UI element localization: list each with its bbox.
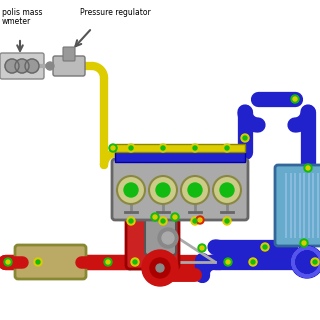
Circle shape (36, 260, 40, 264)
Circle shape (133, 260, 137, 264)
Circle shape (161, 146, 165, 150)
Circle shape (153, 215, 157, 219)
FancyBboxPatch shape (0, 53, 44, 79)
FancyBboxPatch shape (15, 245, 86, 279)
Circle shape (226, 260, 230, 264)
Circle shape (213, 176, 241, 204)
Circle shape (111, 146, 115, 150)
Circle shape (261, 243, 269, 251)
Circle shape (313, 260, 317, 264)
Circle shape (304, 164, 312, 172)
Circle shape (223, 217, 231, 225)
Circle shape (159, 144, 167, 152)
Circle shape (191, 144, 199, 152)
Circle shape (124, 183, 138, 197)
Circle shape (117, 176, 145, 204)
Circle shape (142, 250, 178, 286)
Circle shape (196, 216, 204, 224)
Text: wmeter: wmeter (2, 17, 31, 26)
Circle shape (181, 176, 209, 204)
Circle shape (241, 134, 249, 142)
Text: Pressure regulator: Pressure regulator (80, 8, 151, 17)
Circle shape (6, 260, 10, 264)
Circle shape (109, 144, 117, 152)
Circle shape (224, 258, 232, 266)
Circle shape (193, 146, 197, 150)
Circle shape (34, 258, 42, 266)
Circle shape (200, 246, 204, 250)
Circle shape (193, 219, 197, 223)
Circle shape (161, 219, 165, 223)
Circle shape (25, 59, 39, 73)
Circle shape (243, 136, 247, 140)
Circle shape (149, 176, 177, 204)
Circle shape (188, 183, 202, 197)
Circle shape (4, 258, 12, 266)
Circle shape (225, 146, 229, 150)
Bar (115, 152, 245, 162)
Bar (115, 144, 245, 152)
Circle shape (127, 144, 135, 152)
FancyBboxPatch shape (53, 56, 85, 76)
Bar (115, 212, 245, 217)
FancyBboxPatch shape (145, 214, 176, 255)
Circle shape (171, 213, 179, 221)
FancyBboxPatch shape (275, 165, 320, 246)
Circle shape (158, 228, 178, 248)
Circle shape (156, 183, 170, 197)
FancyBboxPatch shape (126, 211, 179, 269)
Circle shape (129, 146, 133, 150)
Circle shape (46, 62, 54, 70)
Circle shape (15, 59, 29, 73)
Circle shape (106, 260, 110, 264)
Circle shape (311, 258, 319, 266)
Text: polis mass: polis mass (2, 8, 43, 17)
Circle shape (162, 232, 174, 244)
Circle shape (306, 166, 310, 170)
Circle shape (249, 258, 257, 266)
Circle shape (156, 264, 164, 272)
Circle shape (263, 245, 267, 249)
Circle shape (104, 258, 112, 266)
Circle shape (302, 241, 306, 245)
Circle shape (191, 217, 199, 225)
Circle shape (300, 239, 308, 247)
Circle shape (159, 217, 167, 225)
Circle shape (223, 144, 231, 152)
Circle shape (291, 246, 320, 278)
Circle shape (291, 95, 299, 103)
Circle shape (150, 258, 170, 278)
Circle shape (129, 219, 133, 223)
Circle shape (220, 183, 234, 197)
Circle shape (198, 244, 206, 252)
FancyBboxPatch shape (63, 47, 75, 61)
Circle shape (225, 219, 229, 223)
Circle shape (5, 59, 19, 73)
Circle shape (293, 97, 297, 101)
Circle shape (131, 258, 139, 266)
Circle shape (127, 217, 135, 225)
Circle shape (251, 260, 255, 264)
Circle shape (198, 218, 202, 222)
FancyBboxPatch shape (112, 159, 248, 220)
Circle shape (151, 213, 159, 221)
Circle shape (173, 215, 177, 219)
